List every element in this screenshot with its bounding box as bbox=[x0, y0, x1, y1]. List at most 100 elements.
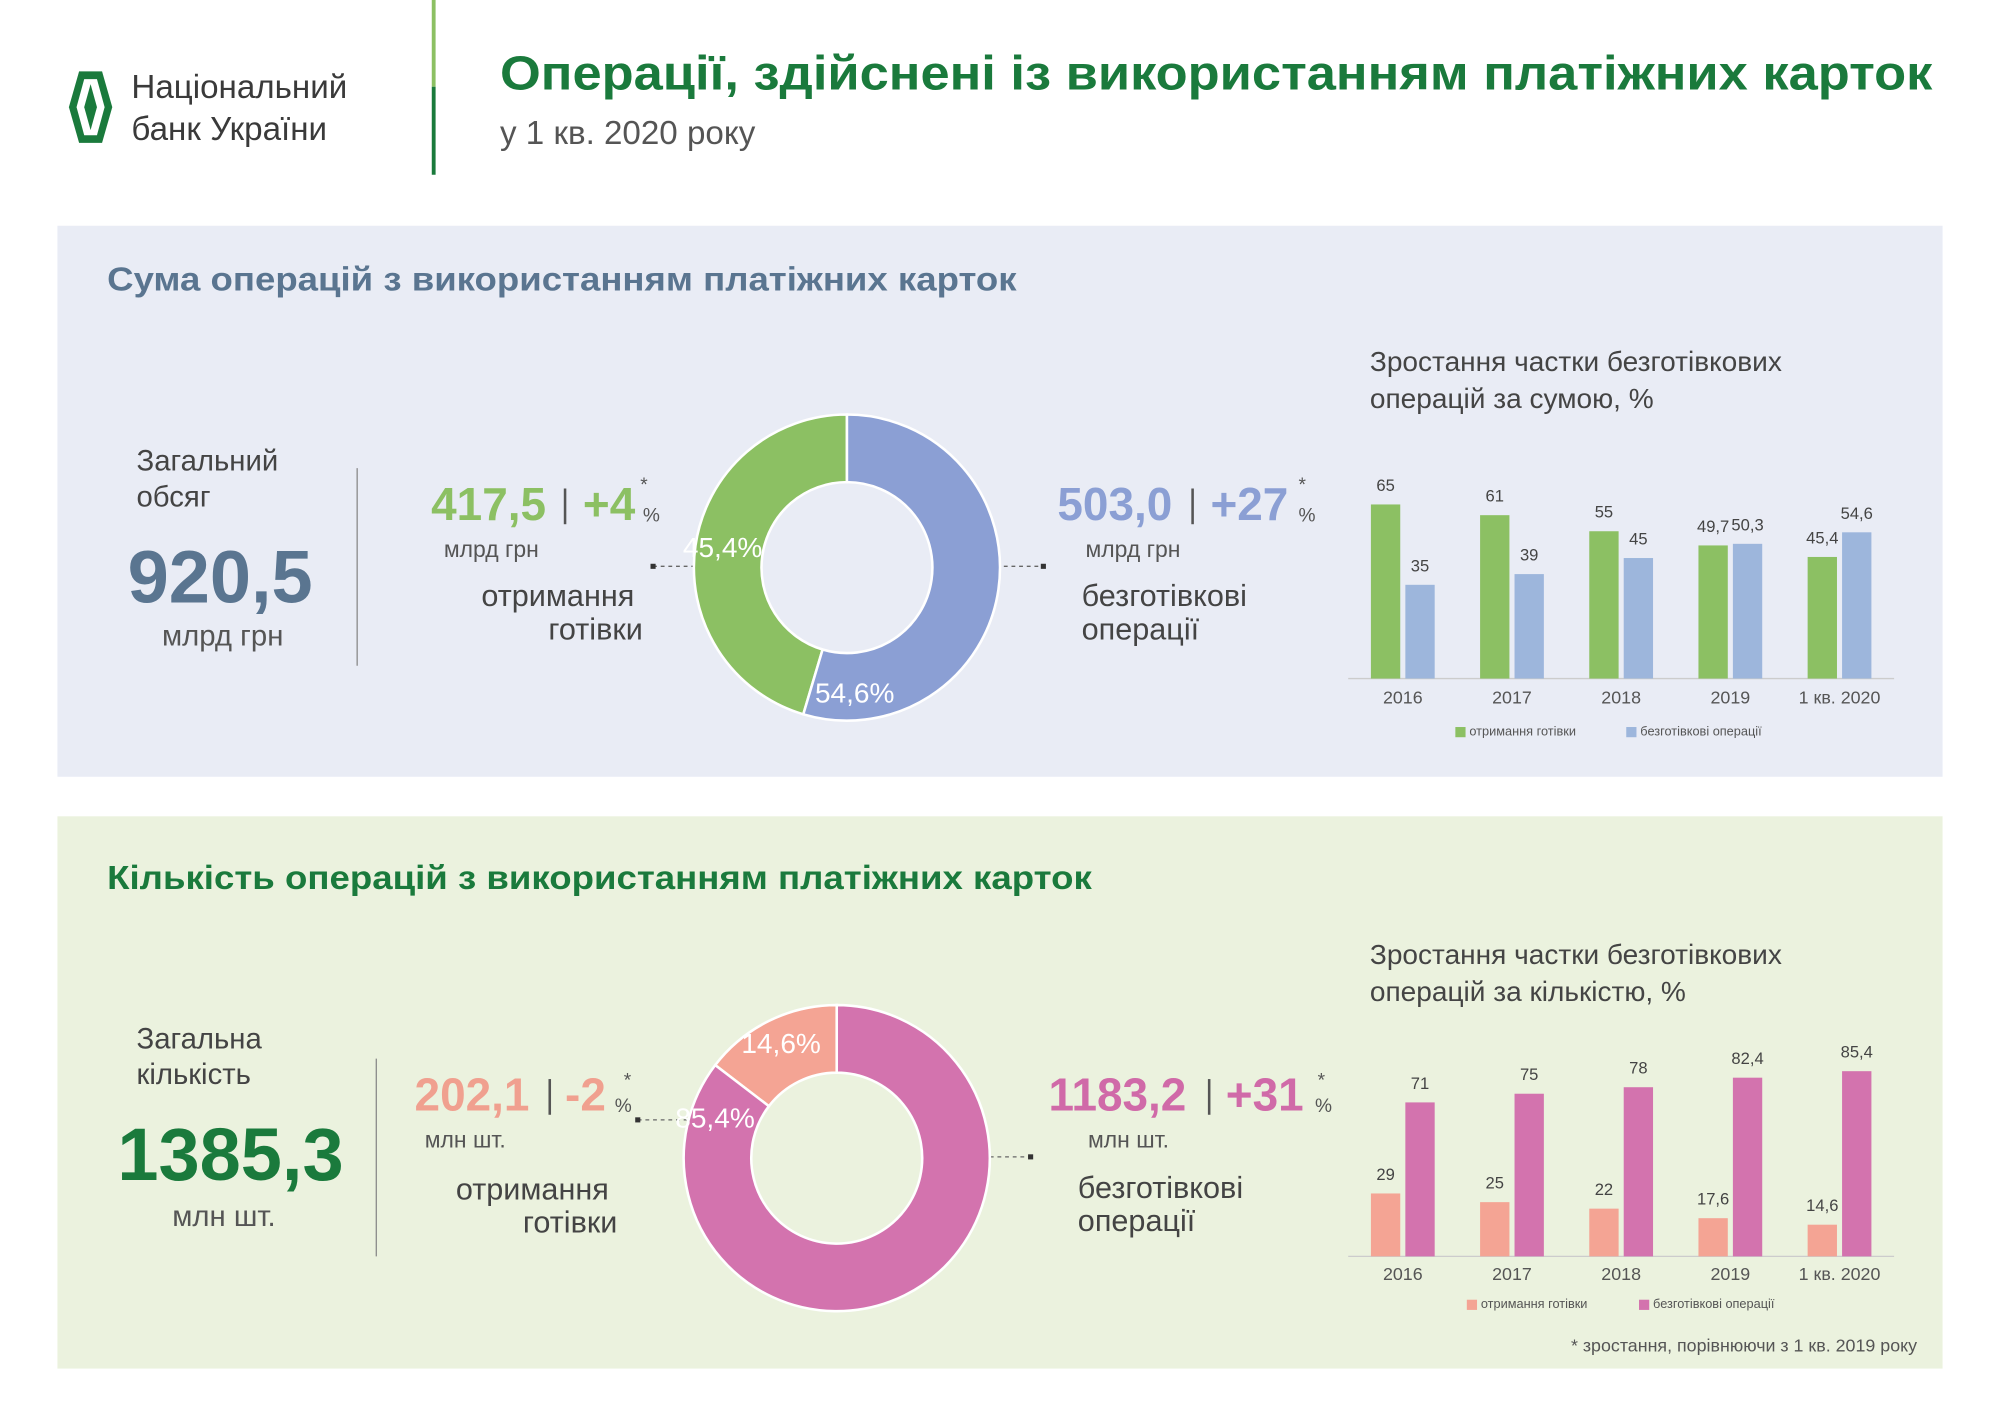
figure-unit: млрд грн bbox=[444, 536, 539, 562]
figure-label: безготівкові операції bbox=[1082, 579, 1256, 646]
total-unit: млрд грн bbox=[162, 619, 283, 652]
donut-label: 45,4% bbox=[683, 532, 763, 563]
value-label: 85,4 bbox=[1841, 1043, 1873, 1062]
bar bbox=[1698, 545, 1728, 679]
percent-sign: % bbox=[1315, 1096, 1332, 1117]
asterisk: * bbox=[1298, 475, 1306, 496]
x-tick-label: 2018 bbox=[1601, 688, 1641, 708]
x-tick-label: 1 кв. 2020 bbox=[1799, 1264, 1881, 1284]
bar bbox=[1480, 515, 1510, 679]
asterisk: * bbox=[624, 1071, 632, 1092]
legend-swatch bbox=[1639, 1299, 1650, 1310]
donut-slice bbox=[682, 1003, 992, 1313]
figure-unit: млн шт. bbox=[1088, 1127, 1169, 1153]
total-value: 920,5 bbox=[128, 535, 313, 618]
content: Сума операцій з використанням платіжних … bbox=[57, 225, 1943, 1369]
bar bbox=[1623, 1087, 1654, 1257]
bar bbox=[1405, 1102, 1435, 1257]
x-tick-label: 1 кв. 2020 bbox=[1799, 688, 1881, 708]
total-label: кількість bbox=[136, 1058, 250, 1091]
bar bbox=[1370, 1193, 1401, 1257]
x-tick-label: 2019 bbox=[1710, 1264, 1750, 1284]
donut-slice bbox=[692, 413, 849, 716]
value-label: 54,6 bbox=[1841, 504, 1873, 523]
figure-change: +4 bbox=[583, 478, 636, 530]
donut-label: 14,6% bbox=[741, 1028, 821, 1059]
value-label: 50,3 bbox=[1731, 515, 1763, 534]
page-subtitle: у 1 кв. 2020 року bbox=[500, 115, 756, 152]
bar bbox=[1623, 558, 1654, 679]
bar bbox=[1480, 1202, 1510, 1257]
value-label: 82,4 bbox=[1731, 1049, 1763, 1068]
legend-label: безготівкові операції bbox=[1640, 724, 1762, 739]
logo-text: Національний bbox=[131, 69, 347, 106]
total-value: 1385,3 bbox=[117, 1113, 343, 1196]
page-title: Операції, здійснені із використанням пла… bbox=[500, 46, 1933, 100]
value-label: 39 bbox=[1520, 546, 1538, 565]
value-label: 71 bbox=[1411, 1074, 1429, 1093]
total-label: Загальний bbox=[136, 445, 278, 478]
donut-label: 54,6% bbox=[815, 677, 895, 708]
figure-change: +27 bbox=[1210, 478, 1288, 530]
asterisk: * bbox=[640, 475, 648, 496]
section-title: Кількість операцій з використанням платі… bbox=[107, 860, 1092, 897]
bar bbox=[1807, 1224, 1837, 1257]
legend-label: отримання готівки bbox=[1481, 1296, 1588, 1311]
value-label: 35 bbox=[1411, 556, 1429, 575]
value-label: 75 bbox=[1520, 1065, 1538, 1084]
legend-label: безготівкові операції bbox=[1653, 1296, 1775, 1311]
bar bbox=[1698, 1218, 1728, 1257]
chart-title: Зростання частки безготівкових bbox=[1370, 939, 1782, 970]
x-tick-label: 2018 bbox=[1601, 1264, 1641, 1284]
value-label: 78 bbox=[1629, 1059, 1647, 1078]
bar bbox=[1842, 1071, 1872, 1257]
figure-label: безготівкові операції bbox=[1078, 1171, 1252, 1238]
percent-sign: % bbox=[1298, 506, 1315, 527]
legend-swatch bbox=[1455, 727, 1466, 738]
value-label: 14,6 bbox=[1806, 1196, 1838, 1215]
x-tick-label: 2017 bbox=[1492, 688, 1532, 708]
value-label: 55 bbox=[1595, 503, 1613, 522]
x-tick-label: 2017 bbox=[1492, 1264, 1532, 1284]
bar bbox=[1589, 531, 1619, 679]
percent-sign: % bbox=[615, 1096, 632, 1117]
value-label: 65 bbox=[1376, 476, 1394, 495]
figure-value: 1183,2 bbox=[1048, 1068, 1186, 1120]
value-label: 22 bbox=[1595, 1180, 1613, 1199]
chart-title: операцій за сумою, % bbox=[1370, 383, 1654, 414]
value-label: 25 bbox=[1486, 1174, 1504, 1193]
figure-unit: млрд грн bbox=[1085, 536, 1180, 562]
value-label: 61 bbox=[1486, 487, 1504, 506]
legend-swatch bbox=[1626, 727, 1637, 738]
footnote: * зростання, порівнюючи з 1 кв. 2019 рок… bbox=[1571, 1336, 1917, 1356]
value-label: 29 bbox=[1376, 1165, 1394, 1184]
bar bbox=[1842, 532, 1872, 679]
x-tick-label: 2016 bbox=[1383, 688, 1423, 708]
legend-swatch bbox=[1466, 1299, 1478, 1310]
bar bbox=[1732, 543, 1763, 679]
bar bbox=[1589, 1208, 1619, 1257]
chart-title: Зростання частки безготівкових bbox=[1370, 346, 1782, 377]
figure-change: -2 bbox=[565, 1068, 606, 1120]
leader-dot bbox=[650, 563, 656, 569]
value-label: 45 bbox=[1629, 530, 1647, 549]
x-tick-label: 2016 bbox=[1383, 1264, 1423, 1284]
total-label: обсяг bbox=[136, 480, 210, 513]
percent-sign: % bbox=[643, 506, 660, 527]
bar bbox=[1514, 574, 1544, 679]
donut-label: 85,4% bbox=[675, 1102, 755, 1133]
bar bbox=[1732, 1077, 1763, 1257]
total-unit: млн шт. bbox=[172, 1200, 275, 1233]
figure-label: отримання готівки bbox=[456, 1172, 617, 1239]
leader-dot bbox=[1040, 563, 1046, 569]
value-label: 49,7 bbox=[1697, 517, 1729, 536]
section-background bbox=[57, 816, 1943, 1369]
value-label: 17,6 bbox=[1697, 1190, 1729, 1209]
value-label: 45,4 bbox=[1806, 528, 1838, 547]
figure-change: +31 bbox=[1226, 1068, 1304, 1120]
donut-slice bbox=[801, 413, 1002, 722]
figure-value: 503,0 bbox=[1057, 478, 1172, 530]
bar bbox=[1370, 504, 1401, 679]
